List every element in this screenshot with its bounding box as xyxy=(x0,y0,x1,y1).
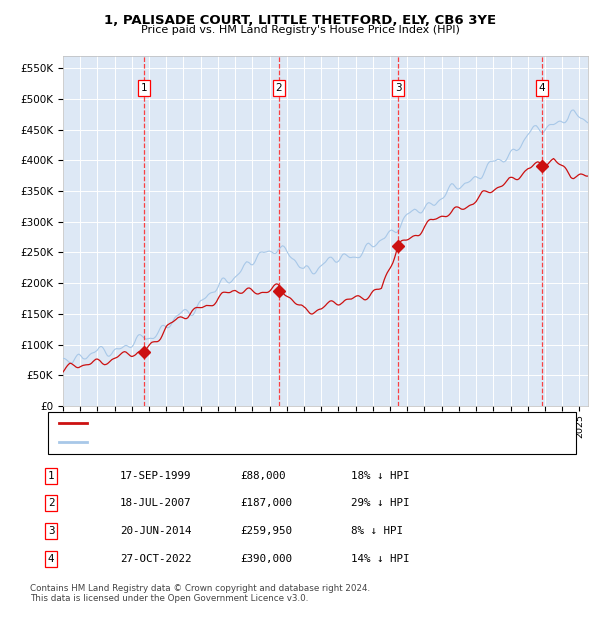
Text: 4: 4 xyxy=(48,554,54,564)
Text: 14% ↓ HPI: 14% ↓ HPI xyxy=(351,554,409,564)
Text: HPI: Average price, detached house, East Cambridgeshire: HPI: Average price, detached house, East… xyxy=(94,437,382,447)
Text: 4: 4 xyxy=(539,83,545,93)
Text: 8% ↓ HPI: 8% ↓ HPI xyxy=(351,526,403,536)
Text: £259,950: £259,950 xyxy=(240,526,292,536)
Text: 1, PALISADE COURT, LITTLE THETFORD, ELY, CB6 3YE: 1, PALISADE COURT, LITTLE THETFORD, ELY,… xyxy=(104,14,496,27)
Text: 3: 3 xyxy=(395,83,401,93)
Text: Price paid vs. HM Land Registry's House Price Index (HPI): Price paid vs. HM Land Registry's House … xyxy=(140,25,460,35)
Text: Contains HM Land Registry data © Crown copyright and database right 2024.
This d: Contains HM Land Registry data © Crown c… xyxy=(30,584,370,603)
Text: 18-JUL-2007: 18-JUL-2007 xyxy=(120,498,191,508)
Text: £390,000: £390,000 xyxy=(240,554,292,564)
Text: 1: 1 xyxy=(141,83,148,93)
Text: 2: 2 xyxy=(275,83,282,93)
Text: 17-SEP-1999: 17-SEP-1999 xyxy=(120,471,191,480)
Text: 18% ↓ HPI: 18% ↓ HPI xyxy=(351,471,409,480)
Text: 1: 1 xyxy=(48,471,54,480)
Text: £187,000: £187,000 xyxy=(240,498,292,508)
Text: 29% ↓ HPI: 29% ↓ HPI xyxy=(351,498,409,508)
Text: 20-JUN-2014: 20-JUN-2014 xyxy=(120,526,191,536)
Text: 3: 3 xyxy=(48,526,54,536)
Text: 27-OCT-2022: 27-OCT-2022 xyxy=(120,554,191,564)
Text: 1, PALISADE COURT, LITTLE THETFORD, ELY, CB6 3YE (detached house): 1, PALISADE COURT, LITTLE THETFORD, ELY,… xyxy=(94,418,449,428)
Text: £88,000: £88,000 xyxy=(240,471,286,480)
Text: 2: 2 xyxy=(48,498,54,508)
